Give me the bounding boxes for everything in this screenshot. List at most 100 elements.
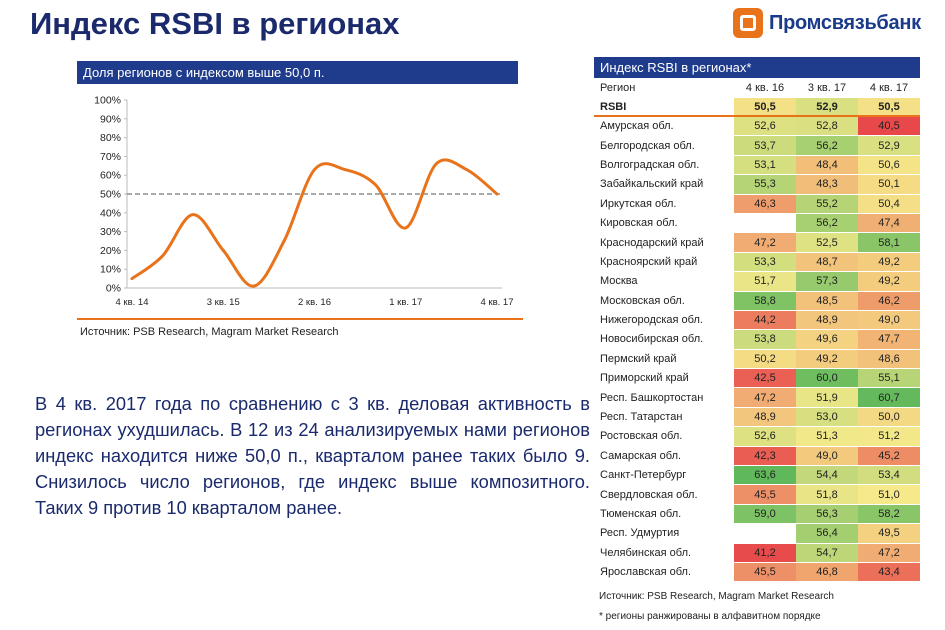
index-value: 56,3: [796, 504, 858, 525]
index-value: [734, 213, 796, 234]
index-value: 49,2: [858, 252, 920, 273]
table-source: Источник: PSB Research, Magram Market Re…: [599, 591, 834, 602]
y-tick-label: 70%: [100, 151, 121, 163]
index-value: 56,2: [796, 213, 858, 234]
y-tick-label: 40%: [100, 207, 121, 219]
x-tick-label: 2 кв. 16: [298, 297, 331, 308]
index-value: 59,0: [734, 504, 796, 525]
bank-logo-icon: [733, 8, 763, 38]
region-name: Краснодарский край: [594, 232, 734, 253]
data-point: [434, 162, 438, 166]
data-point: [282, 239, 286, 243]
region-name: Респ. Татарстан: [594, 407, 734, 428]
x-tick-label: 4 кв. 14: [116, 297, 149, 308]
region-name: Новосибирская обл.: [594, 329, 734, 350]
index-value: 48,5: [796, 291, 858, 311]
data-point: [161, 254, 164, 258]
chart-source: Источник: PSB Research, Magram Market Re…: [80, 326, 339, 338]
region-name: Красноярский край: [594, 252, 734, 273]
index-value: 52,9: [796, 97, 858, 117]
index-value: 55,3: [734, 174, 796, 195]
table-row: Краснодарский край 47,2 52,5 58,1: [594, 232, 920, 253]
table-title: Индекс RSBI в регионах*: [594, 57, 920, 78]
index-value: 47,7: [858, 329, 920, 350]
data-point: [343, 168, 347, 171]
index-value: 45,5: [734, 562, 796, 583]
index-value: 50,5: [858, 97, 920, 117]
index-value: 51,8: [796, 484, 858, 505]
index-value: [734, 523, 796, 544]
index-value: 49,2: [858, 271, 920, 292]
table-row: Белгородская обл. 53,7 56,2 52,9: [594, 135, 920, 156]
data-point: [465, 168, 468, 171]
summary-text: В 4 кв. 2017 года по сравнению с 3 кв. д…: [35, 393, 590, 518]
index-value: 56,2: [796, 135, 858, 156]
index-value: 45,5: [734, 484, 796, 505]
table-row: Новосибирская обл. 53,8 49,6 47,7: [594, 329, 920, 350]
y-tick-label: 100%: [94, 95, 121, 107]
data-point: [252, 284, 256, 288]
index-value: 51,9: [796, 387, 858, 408]
table-row: Московская обл. 58,8 48,5 46,2: [594, 291, 920, 311]
region-name: Приморский край: [594, 368, 734, 389]
regions-table: Регион 4 кв. 16 3 кв. 17 4 кв. 17 RSBI 50,5 52…: [594, 79, 920, 583]
index-value: 54,7: [796, 543, 858, 563]
y-tick-label: 90%: [100, 113, 121, 125]
y-tick-label: 10%: [100, 264, 121, 276]
region-name: Пермский край: [594, 349, 734, 370]
index-value: 52,6: [734, 426, 796, 447]
region-name: Иркутская обл.: [594, 194, 734, 214]
index-value: 53,0: [796, 407, 858, 428]
table-row: Пермский край 50,2 49,2 48,6: [594, 349, 920, 370]
region-name: Респ. Удмуртия: [594, 523, 734, 544]
table-row: Забайкальский край 55,3 48,3 50,1: [594, 174, 920, 195]
index-value: 47,4: [858, 213, 920, 234]
index-value: 50,4: [858, 194, 920, 214]
x-tick-label: 3 кв. 15: [207, 297, 240, 308]
index-value: 51,2: [858, 426, 920, 447]
table-row: Красноярский край 53,3 48,7 49,2: [594, 252, 920, 273]
index-value: 49,0: [858, 310, 920, 331]
index-value: 49,5: [858, 523, 920, 544]
index-value: 63,6: [734, 465, 796, 486]
table-row: Самарская обл. 42,3 49,0 45,2: [594, 446, 920, 467]
index-value: 51,0: [858, 484, 920, 505]
index-value: 49,2: [796, 349, 858, 370]
table-row: Ростовская обл. 52,6 51,3 51,2: [594, 426, 920, 447]
table-row: Ярославская обл. 45,5 46,8 43,4: [594, 562, 920, 583]
index-value: 47,2: [734, 232, 796, 253]
table-row: Москва 51,7 57,3 49,2: [594, 271, 920, 292]
table-row: Кировская обл. 56,2 47,4: [594, 213, 920, 234]
index-value: 49,0: [796, 446, 858, 467]
index-value: 4 кв. 17: [858, 79, 920, 98]
table-row: Приморский край 42,5 60,0 55,1: [594, 368, 920, 389]
index-value: 41,2: [734, 543, 796, 563]
index-value: 45,2: [858, 446, 920, 467]
index-value: 47,2: [858, 543, 920, 563]
index-value: 52,5: [796, 232, 858, 253]
bank-logo: Промсвязьбанк: [733, 8, 921, 38]
region-name: Ростовская обл.: [594, 426, 734, 447]
index-value: 51,7: [734, 271, 796, 292]
y-tick-label: 60%: [100, 170, 121, 182]
index-value: 55,2: [796, 194, 858, 214]
x-tick-label: 1 кв. 17: [389, 297, 422, 308]
index-value: 48,9: [734, 407, 796, 428]
region-name: Тюменская обл.: [594, 504, 734, 525]
table-row: Свердловская обл. 45,5 51,8 51,0: [594, 484, 920, 505]
table-row: Амурская обл. 52,6 52,8 40,5: [594, 116, 920, 137]
index-value: 53,7: [734, 135, 796, 156]
table-note: * регионы ранжированы в алфавитном поряд…: [599, 611, 821, 622]
index-value: 55,1: [858, 368, 920, 389]
data-point: [191, 213, 195, 217]
table-row: Тюменская обл. 59,0 56,3 58,2: [594, 504, 920, 525]
data-point: [130, 277, 134, 280]
table-header-row: Регион 4 кв. 16 3 кв. 17 4 кв. 17: [594, 79, 920, 98]
region-name: Волгоградская обл.: [594, 155, 734, 176]
y-tick-label: 30%: [100, 226, 121, 238]
chart-title: Доля регионов с индексом выше 50,0 п.: [77, 61, 518, 84]
line-chart: 0% 10% 20% 30% 40% 50% 60% 70% 80% 90% 100% 4 кв. 1…: [77, 95, 523, 320]
region-name: RSBI: [594, 97, 734, 117]
table-row: Респ. Башкортостан 47,2 51,9 60,7: [594, 387, 920, 408]
bank-logo-text: Промсвязьбанк: [769, 11, 921, 34]
